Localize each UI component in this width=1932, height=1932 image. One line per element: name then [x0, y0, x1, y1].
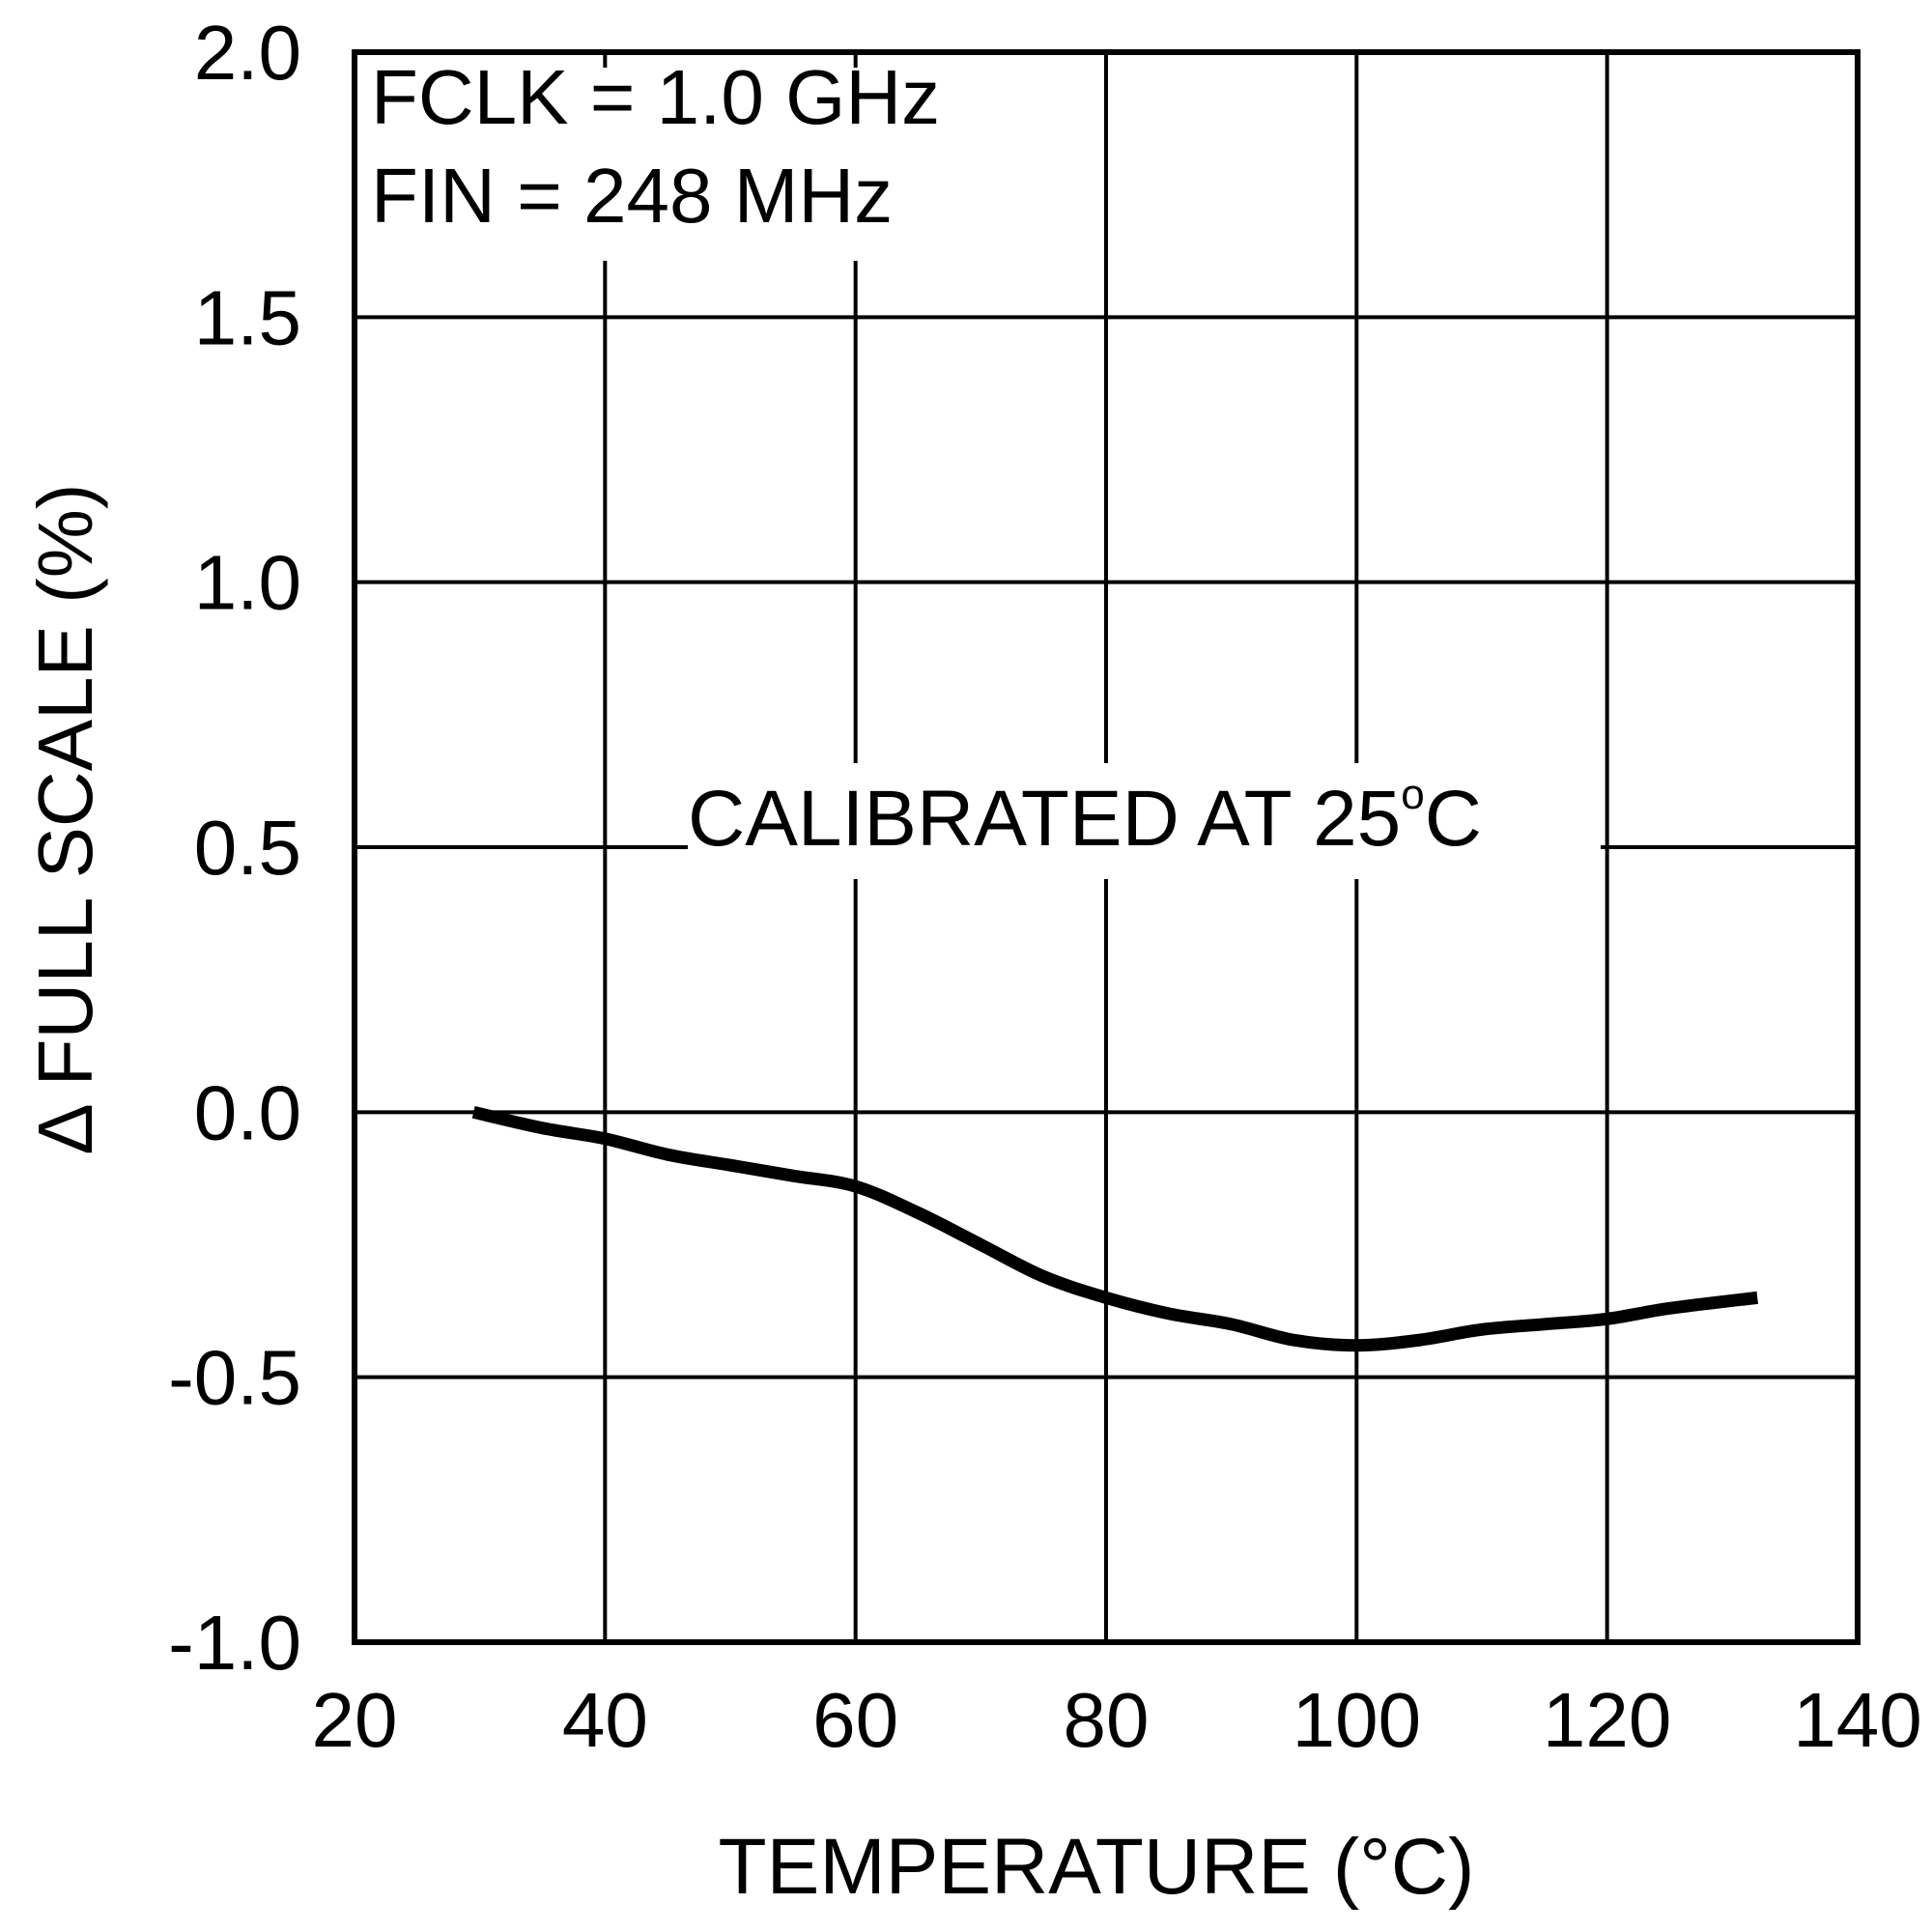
- annotation-fin: FIN = 248 MHz: [371, 153, 893, 239]
- x-tick-label: 60: [812, 1677, 898, 1763]
- data-line: [471, 1105, 1759, 1352]
- plot-frame: [352, 49, 1861, 1645]
- annotation-fclk: FCLK = 1.0 GHz: [371, 54, 940, 140]
- calibration-note-background: [688, 763, 1601, 879]
- y-tick-label: 0.5: [194, 805, 301, 891]
- x-tick-label: 20: [312, 1677, 398, 1763]
- y-tick-label: 1.5: [194, 274, 301, 360]
- y-axis-label: Δ FULL SCALE (%): [22, 483, 108, 1154]
- y-tick-label: 0.0: [194, 1069, 301, 1155]
- annotation-background: [359, 68, 1045, 261]
- y-tick-labels: 2.0 1.5 1.0 0.5 0.0 -0.5 -1.0: [168, 10, 301, 1686]
- x-tick-labels: 20 40 60 80 100 120 140: [312, 1677, 1922, 1763]
- y-tick-label: 2.0: [194, 10, 301, 96]
- y-tick-label: -1.0: [168, 1600, 301, 1686]
- x-tick-label: 140: [1793, 1677, 1921, 1763]
- x-tick-label: 100: [1293, 1677, 1421, 1763]
- calibration-note: CALIBRATED AT 25oC: [688, 771, 1482, 863]
- x-axis-label: TEMPERATURE (°C): [719, 1823, 1475, 1911]
- y-tick-label: 1.0: [194, 540, 301, 626]
- x-tick-label: 120: [1543, 1677, 1671, 1763]
- x-tick-label: 40: [562, 1677, 648, 1763]
- x-tick-label: 80: [1064, 1677, 1150, 1763]
- y-tick-label: -0.5: [168, 1335, 301, 1421]
